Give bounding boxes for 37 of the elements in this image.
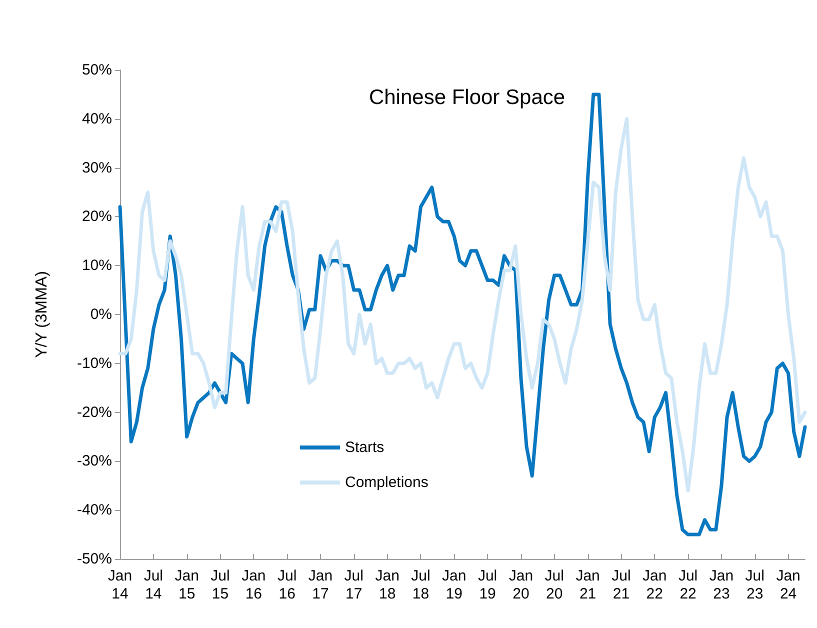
y-tick-label: 0% (90, 306, 112, 323)
y-tick-label: 30% (82, 159, 112, 176)
x-tick-label: Jul 16 (277, 568, 297, 602)
x-tick-label: Jan 17 (308, 568, 333, 602)
x-tick-label: Jan 24 (776, 568, 800, 602)
y-tick-label: -30% (76, 452, 112, 470)
x-tick-label: Jul 14 (144, 568, 164, 602)
x-tick-label: Jan 20 (508, 568, 534, 602)
x-tick-label: Jul 18 (411, 568, 430, 602)
x-tick-label: Jan 14 (108, 568, 132, 602)
x-tick-label: Jul 17 (344, 568, 364, 602)
y-tick-label: 20% (82, 208, 112, 226)
x-tick-label: Jan 15 (174, 568, 199, 602)
x-tick-label: Jul 20 (544, 568, 564, 602)
y-tick-label: -50% (76, 550, 112, 568)
line-series (118, 117, 807, 492)
x-tick-label: Jul 21 (612, 568, 631, 602)
x-tick-label: Jul 22 (678, 568, 698, 602)
y-tick-label: 40% (82, 110, 112, 128)
x-tick-label: Jul 23 (745, 568, 764, 602)
y-axis-title: Y/Y (3MMA) (34, 271, 50, 358)
y-tick-label: -40% (76, 502, 112, 519)
y-tick-label: -20% (76, 404, 112, 421)
y-tick-label: 10% (82, 257, 112, 274)
x-tick-label: Jan 22 (642, 568, 667, 602)
legend-label: Completions (345, 474, 428, 491)
x-tick-label: Jan 18 (375, 568, 400, 602)
y-tick-label: -10% (76, 354, 112, 372)
x-tick-label: Jan 19 (442, 568, 466, 602)
x-tick-label: Jan 23 (709, 568, 734, 602)
x-tick-label: Jul 15 (210, 568, 230, 602)
x-tick-label: Jan 21 (576, 568, 600, 602)
x-tick-label: Jul 19 (478, 568, 498, 602)
y-tick-label: 50% (82, 62, 112, 78)
legend-label: Starts (345, 439, 384, 456)
x-tick-label: Jan 16 (242, 568, 266, 602)
text: Chinese Floor Space (368, 86, 566, 109)
